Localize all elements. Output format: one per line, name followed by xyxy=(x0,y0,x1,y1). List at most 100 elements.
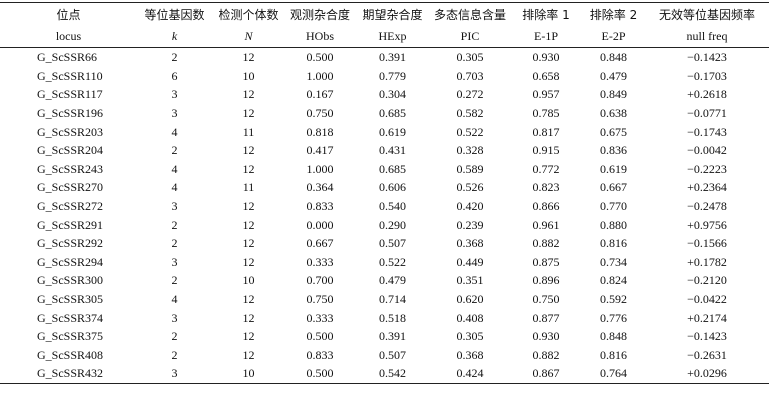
table-cell: 0.368 xyxy=(456,236,484,251)
header-cell: locus xyxy=(0,25,137,48)
table-cell: 12 xyxy=(242,161,255,176)
table-cell: 0.619 xyxy=(600,161,627,176)
table-cell: G_ScSSR203 xyxy=(37,124,104,139)
table-cell: 2 xyxy=(171,143,178,158)
table-row: G_ScSSR300 2 10 0.700 0.479 0.351 0.896 0.824 −0… xyxy=(0,271,769,290)
table-cell: 0.764 xyxy=(582,364,645,384)
table-cell: 0.957 xyxy=(532,87,560,102)
header-cell: 检测个体数 xyxy=(212,2,285,25)
table-cell: G_ScSSR300 xyxy=(37,273,104,288)
table-cell: 0.333 xyxy=(306,310,334,325)
table-cell: 0.818 xyxy=(306,124,334,139)
table-cell: 0.592 xyxy=(600,292,627,307)
table-cell: 0.305 xyxy=(456,50,484,65)
table-cell: −0.2631 xyxy=(687,347,727,362)
table-cell: 0.328 xyxy=(456,143,484,158)
table-cell: 0.849 xyxy=(600,87,627,102)
table-cell: 2 xyxy=(171,273,178,288)
table-row: G_ScSSR204 2 12 0.417 0.431 0.328 0.915 0.836 −0… xyxy=(0,141,769,160)
table-cell: −0.1566 xyxy=(687,236,727,251)
table-cell: 0.391 xyxy=(379,329,406,344)
table-cell: −0.2120 xyxy=(687,273,727,288)
table-cell: 3 xyxy=(171,87,178,102)
header-cell: 观测杂合度 xyxy=(285,2,355,25)
table-row: G_ScSSR305 4 12 0.750 0.714 0.620 0.750 0.592 −0… xyxy=(0,290,769,309)
table-row: G_ScSSR117 3 12 0.167 0.304 0.272 0.957 0.849 +0… xyxy=(0,85,769,104)
table-cell: 0.522 xyxy=(456,124,484,139)
table-cell: 0.420 xyxy=(456,199,484,214)
table-cell: 0.685 xyxy=(379,161,406,176)
table-cell: 0.667 xyxy=(600,180,627,195)
table-row: G_ScSSR110 6 10 1.000 0.779 0.703 0.658 0.479 −0… xyxy=(0,67,769,86)
header-cell: 排除率 1 xyxy=(510,2,582,25)
table-row: G_ScSSR203 4 11 0.818 0.619 0.522 0.817 0.675 −0… xyxy=(0,122,769,141)
table-row: G_ScSSR272 3 12 0.833 0.540 0.420 0.866 0.770 −0… xyxy=(0,197,769,216)
table-cell: 0.750 xyxy=(306,106,334,121)
table-cell: G_ScSSR432 xyxy=(0,364,137,384)
table-row: G_ScSSR408 2 12 0.833 0.507 0.368 0.882 0.816 −0… xyxy=(0,346,769,365)
table-cell: 4 xyxy=(171,180,178,195)
table-cell: 3 xyxy=(137,364,212,384)
table-cell: 2 xyxy=(171,329,178,344)
table-cell: 0.364 xyxy=(306,180,334,195)
table-cell: 0.351 xyxy=(456,273,484,288)
table-cell: 3 xyxy=(171,254,178,269)
header-cell: 等位基因数 xyxy=(137,2,212,25)
table-cell: 0.449 xyxy=(456,254,484,269)
table-cell: 0.167 xyxy=(306,87,334,102)
table-cell: 0.500 xyxy=(306,329,334,344)
header-cell: HObs xyxy=(285,25,355,48)
table-row: G_ScSSR270 4 11 0.364 0.606 0.526 0.823 0.667 +0… xyxy=(0,178,769,197)
table-cell: 0.833 xyxy=(306,347,334,362)
table-cell: 0.714 xyxy=(379,292,406,307)
table-cell: 0.915 xyxy=(532,143,560,158)
table-cell: 0.703 xyxy=(456,68,484,83)
table-cell: 0.776 xyxy=(600,310,627,325)
table-cell: 0.333 xyxy=(306,254,334,269)
table-row: G_ScSSR196 3 12 0.750 0.685 0.582 0.785 0.638 −0… xyxy=(0,104,769,123)
table-cell: 1.000 xyxy=(306,161,334,176)
table-cell: G_ScSSR292 xyxy=(37,236,104,251)
header-cell: 无效等位基因频率 xyxy=(645,2,769,25)
table-cell: −0.1423 xyxy=(687,329,727,344)
table-cell: 0.408 xyxy=(456,310,484,325)
header-cell: 期望杂合度 xyxy=(355,2,430,25)
table-cell: 0.675 xyxy=(600,124,627,139)
table-cell: 12 xyxy=(242,87,255,102)
header-cell: E-1P xyxy=(510,25,582,48)
table-cell: 0.540 xyxy=(379,199,406,214)
table-cell: 0.507 xyxy=(379,347,406,362)
table-cell: 2 xyxy=(171,217,178,232)
table-cell: 0.880 xyxy=(600,217,627,232)
table-cell: 1.000 xyxy=(306,68,334,83)
table-cell: 0.272 xyxy=(456,87,484,102)
table-cell: +0.2174 xyxy=(687,310,727,325)
table-cell: 12 xyxy=(242,329,255,344)
table-cell: 0.239 xyxy=(456,217,484,232)
table-cell: 0.930 xyxy=(532,50,560,65)
table-cell: 0.930 xyxy=(532,329,560,344)
header-cell: 排除率 2 xyxy=(582,2,645,25)
table-cell: −0.1703 xyxy=(687,68,727,83)
table-row: G_ScSSR432 3 10 0.500 0.542 0.424 0.867 0.764 +0… xyxy=(0,364,769,384)
table-cell: 2 xyxy=(171,50,178,65)
table-row: G_ScSSR243 4 12 1.000 0.685 0.589 0.772 0.619 −0… xyxy=(0,160,769,179)
table-cell: 3 xyxy=(171,310,178,325)
table-cell: 0.000 xyxy=(306,217,334,232)
table-cell: 0.816 xyxy=(600,347,627,362)
table-cell: 12 xyxy=(242,50,255,65)
table-cell: 12 xyxy=(242,143,255,158)
table-cell: 0.750 xyxy=(306,292,334,307)
table-cell: 0.542 xyxy=(355,364,430,384)
table-cell: 0.882 xyxy=(532,236,560,251)
table-body: G_ScSSR66 2 12 0.500 0.391 0.305 0.930 0.848 −0.… xyxy=(0,48,769,384)
table-cell: G_ScSSR270 xyxy=(37,180,104,195)
table-cell: 0.606 xyxy=(379,180,406,195)
table-cell: 0.750 xyxy=(532,292,560,307)
table-cell: G_ScSSR243 xyxy=(37,161,104,176)
table-cell: +0.0296 xyxy=(645,364,769,384)
header-row: 位点 等位基因数 检测个体数 观测杂合度 期望杂合度 多态信息含量 排除率 1 排除率 2 无效… xyxy=(0,2,769,25)
table-cell: G_ScSSR375 xyxy=(37,329,104,344)
table-cell: G_ScSSR291 xyxy=(37,217,104,232)
